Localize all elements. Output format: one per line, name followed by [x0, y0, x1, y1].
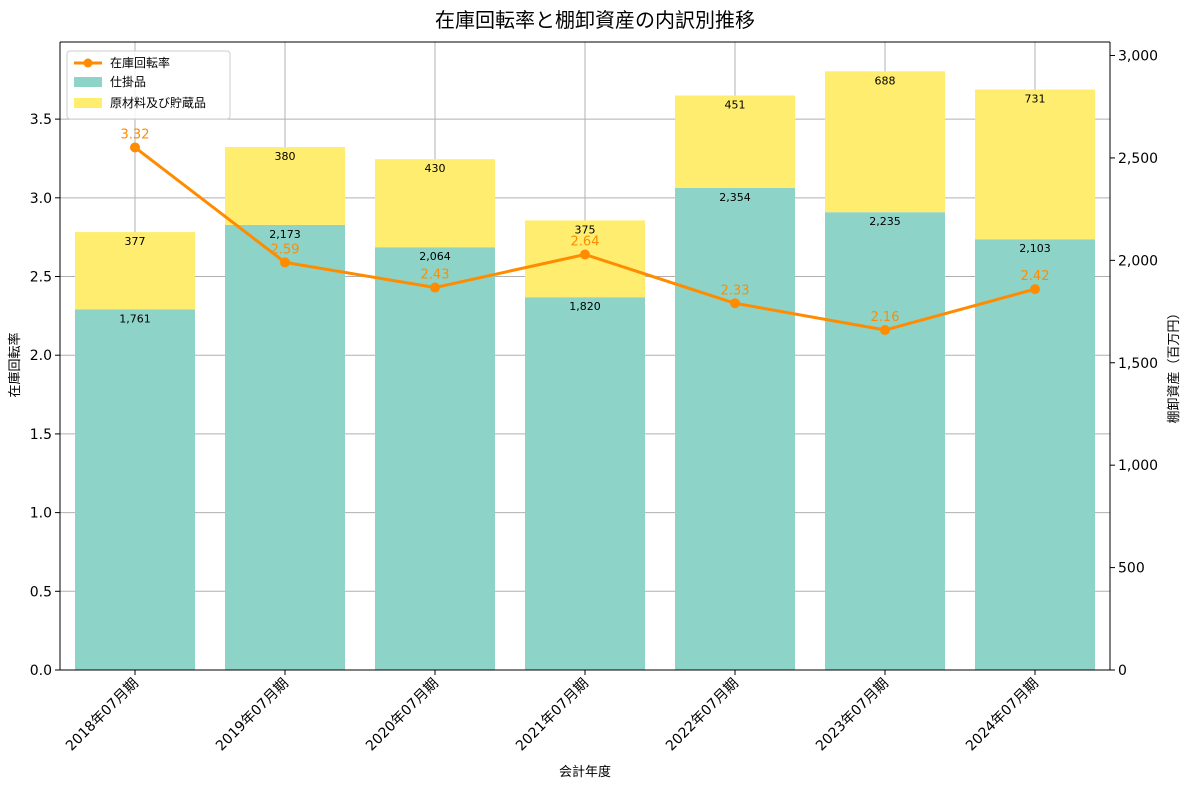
bar-wip	[375, 247, 495, 670]
legend-frame	[66, 50, 231, 120]
y-left-tick-label: 1.0	[30, 506, 52, 522]
legend-swatch-materials	[74, 98, 102, 108]
bar-label-wip: 2,103	[1019, 242, 1051, 255]
y-left-tick-label: 2.0	[30, 348, 52, 364]
bar-label-wip: 2,235	[869, 215, 901, 228]
x-tick-label: 2021年07月期	[513, 676, 592, 755]
turnover-label: 2.64	[571, 234, 600, 249]
x-tick-label: 2018年07月期	[63, 676, 142, 755]
turnover-label: 2.42	[1021, 269, 1050, 284]
y-left-tick-label: 1.5	[30, 427, 52, 443]
turnover-point	[430, 282, 440, 293]
turnover-point	[880, 325, 890, 336]
y-right-tick-label: 0	[1118, 663, 1127, 679]
bar-materials	[825, 71, 945, 213]
legend-label-materials: 原材料及び貯蔵品	[110, 96, 206, 110]
bar-label-materials: 430	[425, 162, 446, 175]
bar-label-materials: 451	[725, 98, 746, 111]
y-left-tick-label: 2.5	[30, 270, 52, 286]
chart-title: 在庫回転率と棚卸資産の内訳別推移	[435, 8, 755, 32]
turnover-label: 2.59	[271, 242, 300, 257]
bar-materials	[225, 147, 345, 225]
bar-label-wip: 1,761	[119, 312, 151, 325]
bar-wip	[525, 297, 645, 670]
legend: 在庫回転率 仕掛品 原材料及び貯蔵品	[66, 50, 231, 120]
y-left-tick-label: 0.0	[30, 663, 52, 679]
bar-label-materials: 688	[875, 74, 896, 87]
legend-swatch-wip	[74, 77, 102, 87]
line-layer: 3.32 2.59 2.43 2.64 2.33 2.16 2.42	[121, 127, 1050, 336]
bar-wip	[75, 309, 195, 670]
bar-label-materials: 380	[275, 150, 296, 163]
y-axis-right-label: 棚卸資産（百万円）	[1166, 306, 1182, 423]
turnover-label: 3.32	[121, 127, 150, 142]
y-left-tick-label: 3.0	[30, 191, 52, 207]
bar-materials	[675, 95, 795, 188]
bar-label-wip: 2,064	[419, 250, 451, 263]
bar-materials	[75, 232, 195, 310]
y-left-tick-label: 3.5	[30, 112, 52, 128]
bar-wip	[225, 224, 345, 670]
bar-label-materials: 375	[575, 223, 596, 236]
bar-label-materials: 731	[1025, 93, 1046, 106]
turnover-point	[580, 249, 590, 260]
y-left-tick-label: 0.5	[30, 584, 52, 600]
bar-materials	[375, 159, 495, 248]
legend-label-turnover: 在庫回転率	[110, 55, 170, 70]
y-axis-left-label: 在庫回転率	[7, 332, 23, 397]
bar-wip	[975, 239, 1095, 670]
y-right-tick-label: 2,000	[1118, 253, 1158, 269]
bar-label-wip: 1,820	[569, 300, 601, 313]
x-axis-label: 会計年度	[559, 764, 611, 780]
bar-labels-layer: 1,761 377 2,173 380 2,064 430 1,820 375 2,354 451…	[119, 74, 1051, 325]
bars-layer	[75, 71, 1095, 670]
bar-materials	[975, 89, 1095, 240]
turnover-point	[280, 257, 290, 268]
y-right-tick-label: 1,000	[1118, 458, 1158, 474]
bar-label-materials: 377	[125, 235, 146, 248]
x-tick-label: 2024年07月期	[963, 676, 1042, 755]
y-right-tick-label: 3,000	[1118, 49, 1158, 65]
bar-wip	[675, 187, 795, 670]
y-right-tick-label: 2,500	[1118, 151, 1158, 167]
turnover-point	[1030, 284, 1040, 295]
x-tick-label: 2022年07月期	[663, 676, 742, 755]
x-tick-label: 2019年07月期	[213, 676, 292, 755]
turnover-label: 2.16	[871, 310, 900, 325]
y-right-tick-label: 1,500	[1118, 356, 1158, 372]
legend-label-wip: 仕掛品	[110, 74, 146, 89]
legend-swatch-marker	[83, 58, 93, 68]
x-tick-label: 2023年07月期	[813, 676, 892, 755]
turnover-label: 2.43	[421, 268, 450, 283]
y-right-tick-label: 500	[1118, 561, 1145, 577]
x-tick-label: 2020年07月期	[363, 676, 442, 755]
turnover-point	[130, 142, 140, 153]
turnover-point	[730, 298, 740, 309]
bar-label-wip: 2,354	[719, 191, 751, 204]
turnover-label: 2.33	[721, 283, 750, 298]
bar-label-wip: 2,173	[269, 228, 301, 241]
bar-wip	[825, 212, 945, 670]
